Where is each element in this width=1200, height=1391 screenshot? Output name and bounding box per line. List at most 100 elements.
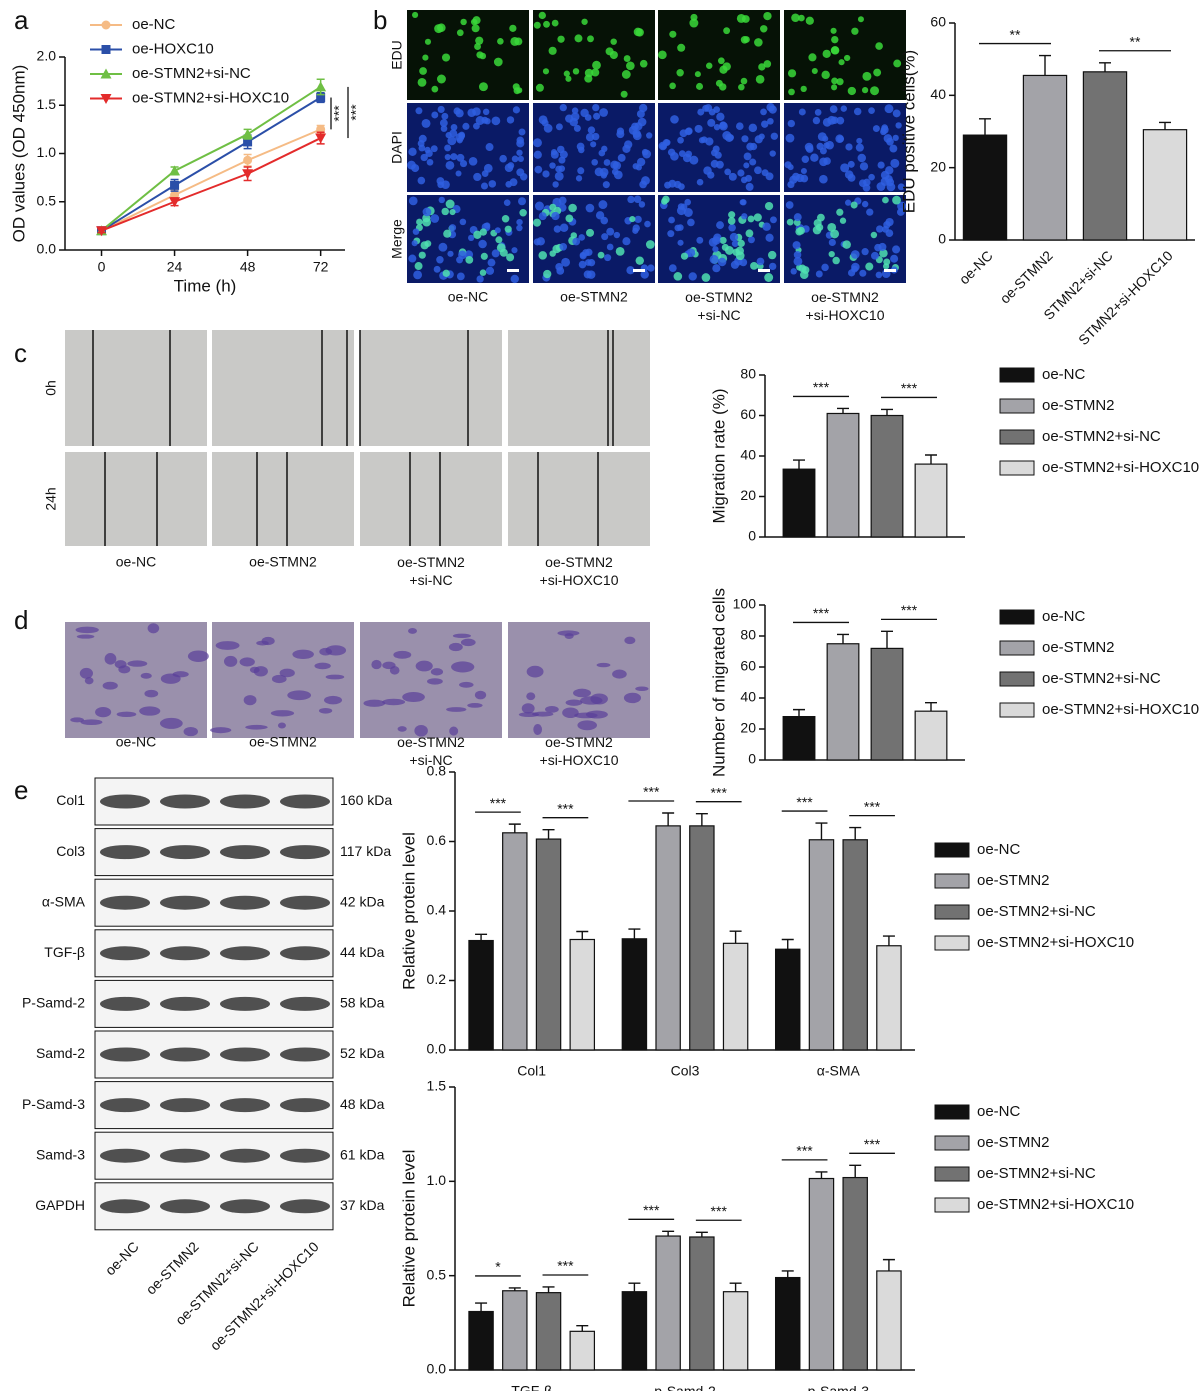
panel-label: a xyxy=(14,5,29,35)
nucleus xyxy=(598,149,606,157)
nucleus xyxy=(417,176,426,185)
nucleus xyxy=(518,128,526,136)
nucleus xyxy=(478,82,488,92)
band xyxy=(280,946,330,961)
error-bar xyxy=(542,1286,555,1293)
nucleus xyxy=(768,105,777,114)
micrograph xyxy=(65,452,207,546)
nucleus xyxy=(476,275,484,283)
significance-label: *** xyxy=(864,798,881,814)
cell xyxy=(210,727,232,734)
bar xyxy=(876,1270,902,1371)
nucleus xyxy=(415,107,423,115)
cell xyxy=(544,705,559,713)
nucleus xyxy=(831,77,838,85)
nucleus xyxy=(645,240,655,249)
cell xyxy=(239,657,255,667)
y-tick-label: 0.0 xyxy=(37,241,57,257)
nucleus xyxy=(686,248,696,258)
band xyxy=(280,895,330,910)
nucleus xyxy=(408,254,417,263)
nucleus xyxy=(881,124,888,131)
nucleus xyxy=(441,53,451,62)
nucleus xyxy=(727,217,736,225)
nucleus xyxy=(602,181,610,189)
nucleus xyxy=(873,68,882,77)
nucleus xyxy=(571,107,579,114)
nucleus xyxy=(551,211,560,221)
nucleus xyxy=(460,18,467,26)
protein-label: P-Samd-3 xyxy=(22,1096,85,1112)
text-line: oe-STMN2 xyxy=(685,289,753,305)
text-line: +si-HOXC10 xyxy=(806,307,885,323)
row-label: DAPI xyxy=(389,131,405,164)
nucleus xyxy=(579,251,587,259)
nucleus xyxy=(743,152,752,161)
error-bar xyxy=(781,938,794,950)
legend-label: oe-NC xyxy=(1042,608,1086,625)
nucleus xyxy=(831,84,838,91)
nucleus xyxy=(533,150,542,159)
y-tick-label: 60 xyxy=(740,658,756,674)
nucleus xyxy=(494,227,501,234)
nucleus xyxy=(621,70,631,79)
nucleus xyxy=(558,165,566,172)
nucleus xyxy=(697,108,705,116)
bar xyxy=(876,945,902,1051)
cell xyxy=(448,642,463,652)
nucleus xyxy=(491,249,500,258)
row-label: 0h xyxy=(43,380,59,396)
series-line xyxy=(100,86,322,232)
y-tick-label: 2.0 xyxy=(37,48,57,64)
cell xyxy=(324,695,343,705)
nucleus xyxy=(668,264,677,273)
nucleus xyxy=(587,126,596,134)
bar xyxy=(1022,74,1068,241)
nucleus xyxy=(636,109,645,118)
y-tick-label: 60 xyxy=(930,14,946,30)
nucleus xyxy=(877,161,885,169)
nucleus xyxy=(422,207,432,217)
series-line xyxy=(101,137,322,232)
bar xyxy=(782,715,816,761)
error-bar xyxy=(849,826,862,840)
x-tick-label: Col1 xyxy=(517,1063,546,1079)
nucleus xyxy=(756,257,765,266)
nucleus xyxy=(876,182,886,191)
nucleus xyxy=(584,114,592,121)
cell xyxy=(635,686,649,692)
y-axis-title: EDU positive cells(%) xyxy=(899,50,918,213)
significance-label: *** xyxy=(348,104,364,121)
y-tick-label: 0 xyxy=(748,751,756,767)
nucleus xyxy=(433,265,441,273)
marker xyxy=(315,133,327,144)
x-tick-label: Col3 xyxy=(671,1063,700,1079)
micrograph xyxy=(65,330,207,446)
error-bar xyxy=(925,454,937,465)
nucleus xyxy=(710,159,719,168)
nucleus xyxy=(847,269,856,277)
nucleus xyxy=(572,68,580,75)
nucleus xyxy=(804,142,814,152)
micrograph xyxy=(407,10,529,100)
nucleus xyxy=(626,266,635,275)
marker xyxy=(243,155,253,165)
nucleus xyxy=(881,225,889,233)
nucleus xyxy=(745,229,754,238)
nucleus xyxy=(450,124,458,131)
nucleus xyxy=(662,139,670,147)
nucleus xyxy=(715,79,723,87)
cell xyxy=(467,702,483,708)
error-bar xyxy=(695,813,708,826)
bar xyxy=(468,939,494,1051)
y-axis-title: OD values (OD 450nm) xyxy=(9,65,28,243)
legend-label: oe-STMN2+si-NC xyxy=(1042,670,1161,687)
nucleus xyxy=(592,60,601,70)
nucleus xyxy=(872,125,880,133)
cell xyxy=(160,673,181,684)
nucleus xyxy=(719,65,728,74)
size-label: 52 kDa xyxy=(340,1045,385,1061)
significance-label: *** xyxy=(557,1258,574,1274)
nucleus xyxy=(558,156,566,164)
nucleus xyxy=(422,54,429,61)
